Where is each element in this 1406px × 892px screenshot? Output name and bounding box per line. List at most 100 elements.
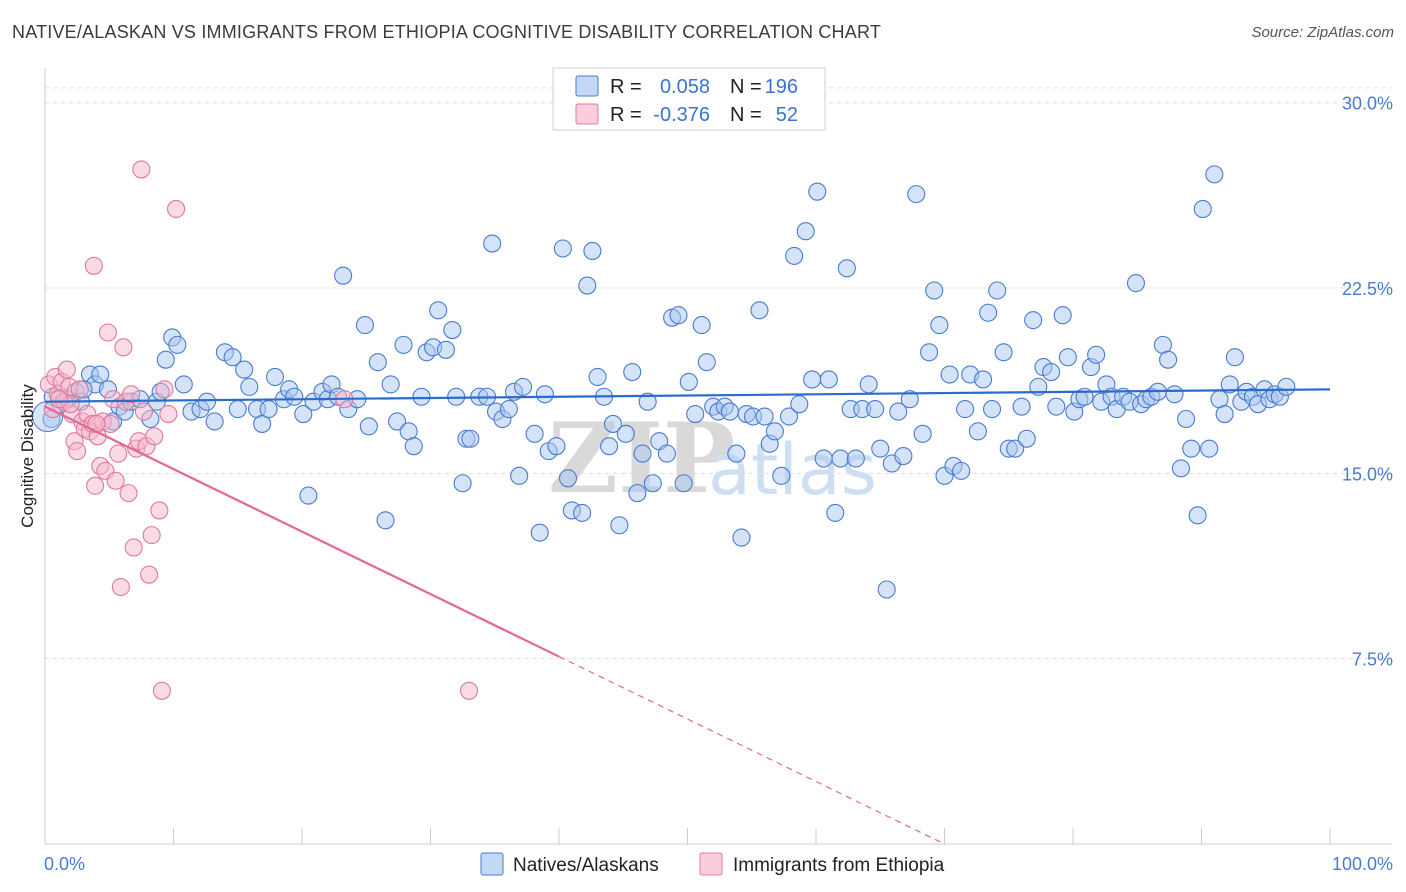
natives-point-196 (1225, 348, 1244, 367)
bottom-legend-swatch-blue (480, 852, 504, 876)
natives-point-18 (168, 335, 187, 354)
ethiopia-point-40 (145, 427, 164, 446)
trend-lines (44, 388, 1331, 845)
natives-point-185 (1165, 385, 1184, 404)
natives-point-93 (638, 392, 657, 411)
natives-point-186 (1171, 459, 1190, 478)
natives-point-102 (692, 316, 711, 335)
y-tick-label-1: 15.0% (1342, 464, 1393, 484)
natives-point-90 (623, 362, 642, 382)
ethiopia-point-32 (124, 538, 143, 557)
natives-point-107 (720, 402, 739, 421)
ethiopia-point-17 (86, 476, 105, 495)
natives-point-103 (697, 353, 716, 372)
watermark-atlas: atlas (708, 429, 877, 511)
natives-point-159 (1017, 429, 1036, 448)
ethiopia-point-27 (111, 577, 130, 597)
natives-point-86 (600, 437, 619, 456)
natives-point-123 (814, 449, 833, 468)
natives-point-19 (174, 375, 193, 394)
y-tick-label-0: 7.5% (1352, 650, 1393, 670)
natives-point-151 (973, 370, 993, 389)
ethiopia-point-22 (98, 323, 118, 342)
natives-point-126 (831, 449, 850, 468)
natives-point-75 (535, 385, 554, 404)
natives-point-205 (1277, 377, 1296, 396)
natives-point-147 (952, 461, 971, 480)
natives-point-72 (510, 466, 529, 485)
natives-point-121 (803, 370, 822, 389)
natives-point-166 (1058, 348, 1077, 367)
natives-point-28 (240, 377, 259, 396)
ethiopia-point-39 (142, 526, 161, 545)
natives-point-129 (846, 449, 865, 468)
natives-point-27 (235, 360, 254, 379)
ethiopia-point-41 (150, 501, 169, 520)
legend-r-value-1: 0.058 (660, 76, 710, 98)
natives-point-96 (657, 444, 676, 463)
ethiopia-point-35 (132, 160, 151, 179)
ethiopia-point-36 (134, 402, 153, 421)
natives-point-131 (859, 375, 878, 394)
natives-point-64 (461, 429, 480, 448)
legend-swatch-pink (575, 103, 599, 125)
natives-point-51 (388, 412, 407, 431)
natives-point-36 (294, 405, 313, 424)
ethiopia-point-10 (68, 442, 87, 461)
ethiopia-point-42 (152, 681, 171, 700)
natives-point-112 (750, 301, 769, 320)
natives-point-78 (553, 239, 572, 258)
x-tick-labels: 0.0% 100.0% (44, 854, 1393, 874)
legend-bottom: Natives/Alaskans Immigrants from Ethiopi… (480, 852, 945, 876)
natives-point-98 (669, 306, 688, 325)
bottom-legend-swatch-pink (699, 852, 723, 876)
natives-point-158 (1012, 397, 1031, 416)
natives-point-153 (982, 400, 1002, 419)
y-tick-labels: 7.5% 15.0% 22.5% 30.0% (1342, 94, 1393, 670)
natives-point-55 (412, 387, 431, 406)
natives-point-22 (197, 392, 216, 411)
ethiopia-point-11 (70, 380, 89, 399)
chart-title: NATIVE/ALASKAN VS IMMIGRANTS FROM ETHIOP… (12, 22, 882, 42)
natives-point-59 (436, 340, 455, 359)
natives-point-133 (871, 439, 890, 458)
ethiopia-point-46 (84, 256, 103, 275)
ethiopia-point-43 (155, 380, 174, 399)
natives-point-136 (889, 402, 908, 421)
natives-point-178 (1126, 274, 1146, 293)
natives-point-54 (404, 437, 423, 456)
legend-n-label-2: N = (730, 104, 762, 126)
natives-point-119 (790, 395, 809, 414)
natives-point-118 (785, 246, 804, 265)
natives-point-77 (547, 437, 566, 456)
natives-point-171 (1087, 345, 1106, 364)
natives-point-100 (679, 372, 698, 391)
natives-point-31 (259, 400, 278, 419)
ethiopia-trend-extension (558, 656, 945, 845)
natives-point-74 (525, 424, 544, 443)
natives-point-138 (900, 390, 919, 409)
y-tick-label-3: 30.0% (1342, 94, 1393, 114)
ethiopia-point-45 (167, 199, 186, 219)
natives-point-143 (930, 316, 949, 335)
natives-point-145 (940, 365, 959, 384)
natives-point-88 (610, 516, 629, 535)
natives-point-124 (819, 370, 838, 389)
natives-point-148 (956, 400, 975, 419)
natives-point-192 (1205, 165, 1224, 184)
natives-alaskans-points (32, 165, 1296, 599)
natives-point-160 (1024, 311, 1043, 330)
natives-point-187 (1177, 409, 1196, 429)
natives-point-52 (394, 335, 413, 354)
natives-point-195 (1220, 375, 1239, 394)
natives-point-209 (530, 523, 549, 542)
natives-point-139 (907, 185, 926, 204)
natives-point-62 (453, 474, 472, 493)
ethiopia-points (39, 160, 479, 700)
natives-point-117 (779, 407, 799, 426)
legend-r-label-1: R = (610, 76, 642, 98)
natives-point-83 (583, 241, 602, 261)
natives-point-67 (483, 234, 502, 253)
natives-point-87 (603, 414, 623, 433)
bottom-legend-label-natives: Natives/Alaskans (513, 855, 659, 876)
